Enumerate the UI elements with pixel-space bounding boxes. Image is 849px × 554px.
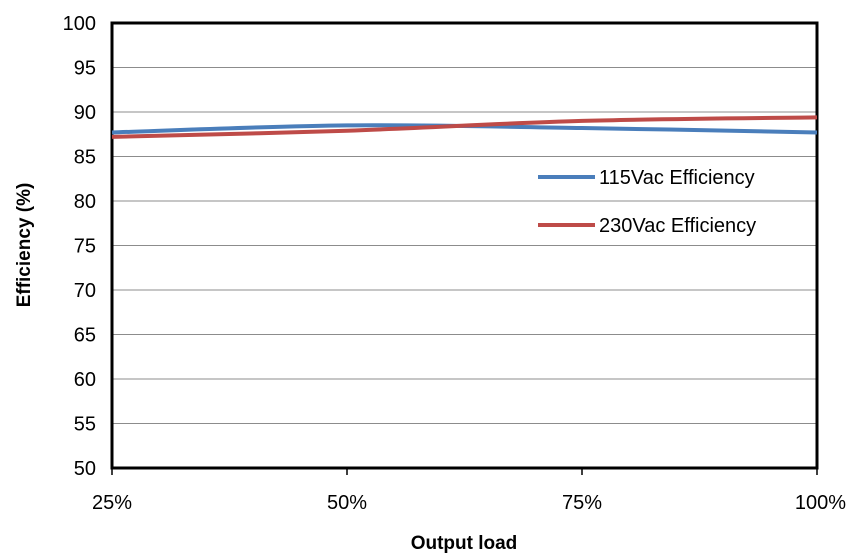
series-lines	[111, 115, 818, 139]
legend: 115Vac Efficiency 230Vac Efficiency	[538, 167, 756, 237]
y-tick-label: 70	[74, 280, 96, 302]
y-tick-label: 90	[74, 102, 96, 124]
y-tick-label: 75	[74, 236, 96, 258]
legend-label-0: 115Vac Efficiency	[599, 167, 755, 189]
legend-label-1: 230Vac Efficiency	[599, 215, 756, 237]
y-tick-label: 100	[63, 13, 96, 35]
x-tick-marks	[111, 468, 818, 475]
x-axis-labels: 25% 50% 75% 100%	[92, 492, 846, 514]
y-tick-label: 95	[74, 58, 96, 80]
y-tick-label: 80	[74, 191, 96, 213]
x-tick-label: 50%	[327, 492, 367, 514]
y-tick-label: 85	[74, 147, 96, 169]
y-tick-label: 50	[74, 458, 96, 480]
grid-lines	[112, 67, 817, 424]
x-tick-label: 75%	[562, 492, 602, 514]
y-tick-label: 65	[74, 325, 96, 347]
x-tick-label: 100%	[795, 492, 846, 514]
y-tick-label: 60	[74, 369, 96, 391]
y-axis-title: Efficiency (%)	[14, 183, 35, 308]
y-axis-labels: 50 55 60 65 70 75 80 85 90 95 100	[63, 13, 96, 480]
x-axis-title: Output load	[411, 533, 518, 554]
series-line-1	[111, 115, 818, 139]
plot-area	[110, 21, 819, 470]
x-tick-label: 25%	[92, 492, 132, 514]
y-tick-label: 55	[74, 414, 96, 436]
